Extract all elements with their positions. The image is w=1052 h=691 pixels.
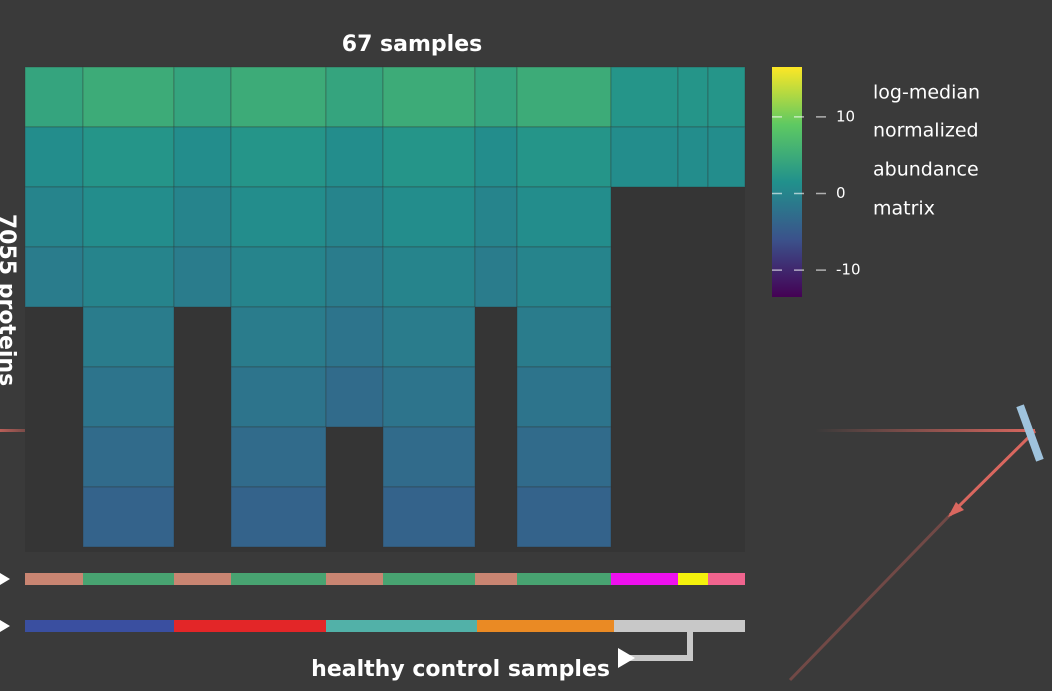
annotation-segment [678,573,708,585]
heatmap-cell [382,186,476,248]
annotation-segment [477,620,614,632]
heatmap-cell [230,306,327,368]
heatmap-cell [82,186,175,248]
heatmap-cell [230,246,327,308]
heatmap-cell [516,366,612,428]
heatmap-cell [516,126,612,188]
heatmap-cell [82,366,175,428]
beam [788,513,952,682]
beam [815,429,1035,432]
annotation-segment [326,573,383,585]
heatmap-cell [230,426,327,488]
arrow [618,648,635,668]
heatmap-cell [173,186,232,248]
heatmap-cell [230,186,327,248]
heatmap-cell [516,486,612,548]
heatmap-cell [24,126,84,188]
colorbar-tick-label: 10 [836,107,855,125]
heatmap-cell [230,486,327,548]
heatmap-cell [173,246,232,308]
heatmap-cell [382,246,476,308]
annotation-segment [614,620,745,632]
colorbar-label: abundance [873,159,979,181]
heatmap-cell [24,246,84,308]
colorbar-label: normalized [873,120,979,142]
annotation-segment [174,573,231,585]
annotation-segment [326,620,477,632]
heatmap-cell [230,66,327,128]
heatmap-cell [82,426,175,488]
colorbar-tick-label: -10 [836,261,861,279]
heatmap-cell [516,246,612,308]
heatmap-cell [82,66,175,128]
heatmap-cell [516,186,612,248]
heatmap-cell [24,186,84,248]
heatmap-cell [382,126,476,188]
heatmap-cell [382,486,476,548]
annotation-label: healthy control samples [311,657,610,682]
heatmap-cell [474,126,518,188]
heatmap-cell [677,126,709,188]
heatmap-cell [230,366,327,428]
heatmap-cell [325,306,384,368]
heatmap-cell [173,66,232,128]
annotation-segment [174,620,326,632]
colorbar-label: log-median [873,82,980,104]
heatmap-cell [82,486,175,548]
heatmap-cell [382,66,476,128]
heatmap-cell [474,246,518,308]
arrow [0,573,10,585]
mirror [1016,404,1044,462]
heatmap-cell [325,366,384,428]
annotation-segment [383,573,475,585]
heatmap-cell [516,426,612,488]
title: 67 samples [342,32,482,57]
annotation-segment [708,573,745,585]
heatmap-cell [82,126,175,188]
y-label: 7055 proteins [0,214,19,386]
annotation-segment [611,573,678,585]
annotation-segment [83,573,174,585]
heatmap-cell [474,66,518,128]
beam-arrow [948,502,964,517]
heatmap-cell [707,126,746,188]
annotation-segment [25,573,83,585]
annotation-segment [517,573,611,585]
beam [948,429,1037,517]
heatmap-cell [82,246,175,308]
heatmap-cell [382,306,476,368]
annotation-segment [231,573,326,585]
heatmap-cell [24,66,84,128]
colorbar [772,67,802,297]
heatmap-cell [325,126,384,188]
heatmap-cell [382,426,476,488]
colorbar-tick-label: 0 [836,184,846,202]
annotation-segment [25,620,174,632]
heatmap-cell [677,66,709,128]
heatmap-cell [325,246,384,308]
colorbar-label: matrix [873,198,935,220]
heatmap-cell [382,366,476,428]
heatmap-cell [230,126,327,188]
heatmap-cell [516,66,612,128]
heatmap-cell [325,66,384,128]
annotation-segment [475,573,517,585]
heatmap-cell [707,66,746,128]
heatmap-cell [474,186,518,248]
heatmap-cell [173,126,232,188]
arrow [0,620,10,632]
heatmap-cell [325,186,384,248]
heatmap-cell [610,66,679,128]
heatmap-cell [82,306,175,368]
heatmap-cell [516,306,612,368]
heatmap-cell [610,126,679,188]
